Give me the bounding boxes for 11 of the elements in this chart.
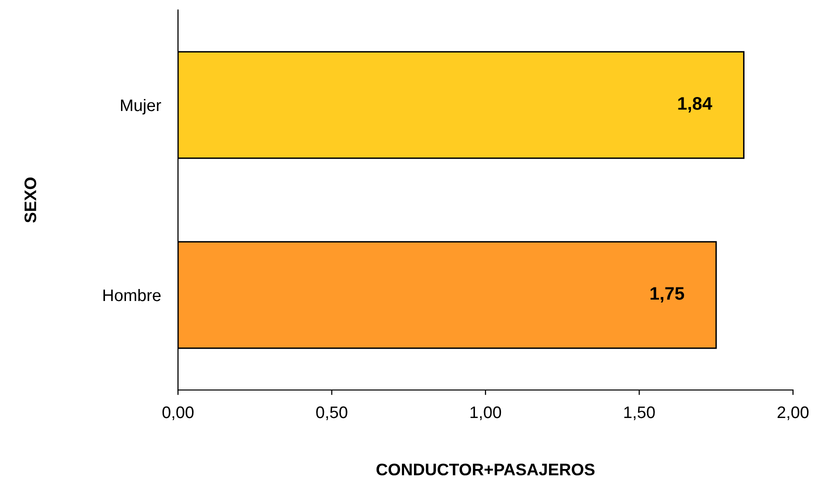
x-tick-label: 2,00	[778, 406, 809, 420]
x-axis-title: CONDUCTOR+PASAJEROS	[376, 464, 595, 476]
y-tick-label: Mujer	[121, 98, 162, 114]
data-label: 1,75	[650, 287, 684, 302]
x-tick-label: 1,00	[470, 406, 502, 420]
x-tick-label: 1,50	[624, 406, 655, 420]
x-tick-label: 0,00	[162, 406, 194, 420]
y-axis-title: SEXO	[24, 178, 36, 223]
y-tick-label: Hombre	[103, 288, 161, 302]
x-tick-label: 0,50	[316, 406, 348, 420]
data-label: 1,84	[678, 97, 712, 112]
